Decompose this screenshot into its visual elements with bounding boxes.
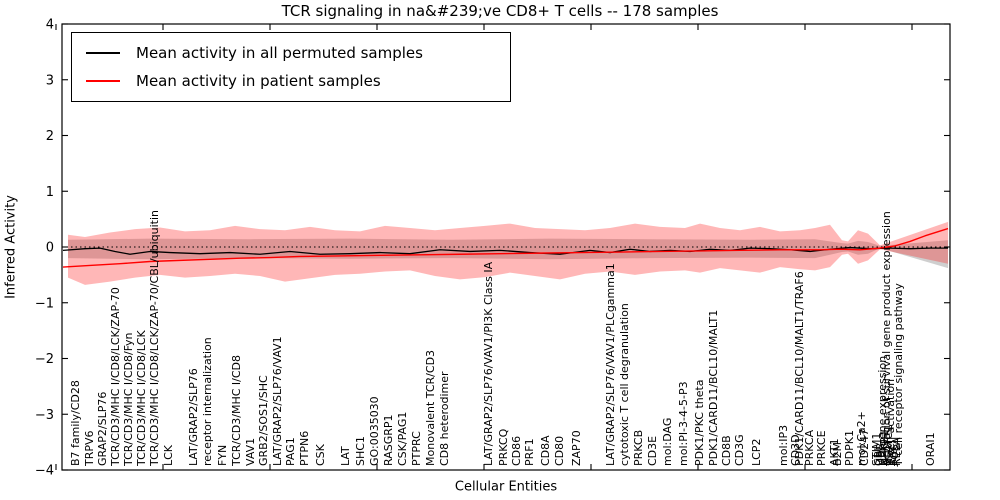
x-tick-label: CD3D xyxy=(789,434,802,466)
x-tick-label: STIM1 xyxy=(870,433,883,466)
x-tick-label: RASGRP1 xyxy=(382,414,395,466)
y-tick-label: −1 xyxy=(35,296,54,311)
y-tick-label: −2 xyxy=(35,352,54,367)
y-tick-label: 3 xyxy=(46,73,54,88)
x-tick-label: LAT/GRAP2/SLP76/VAV1/PLCgamma1 xyxy=(604,263,617,466)
x-tick-label: CD3E xyxy=(646,436,659,466)
x-tick-label: GO:0035030 xyxy=(368,396,381,466)
x-tick-label: mol:Ca2+ xyxy=(855,411,868,466)
y-axis-label: Inferred Activity xyxy=(3,195,19,299)
x-tick-label: T cell receptor signaling pathway xyxy=(892,283,905,467)
legend-line-red xyxy=(86,80,120,82)
x-tick-label: FYN xyxy=(216,445,229,466)
x-tick-label: CD8A xyxy=(539,435,552,466)
x-tick-label: LAT/GRAP2/SLP76/VAV1 xyxy=(271,336,284,466)
x-tick-label: mol:IP3 xyxy=(777,425,790,466)
x-tick-label: VAV1 xyxy=(244,438,257,466)
x-tick-label: CD86 xyxy=(510,436,523,466)
x-tick-label: CBL xyxy=(872,444,885,466)
x-tick-label: Monovalent TCR/CD3 xyxy=(424,350,437,466)
legend-line-black xyxy=(86,52,120,54)
x-tick-label: IL2 gene expression xyxy=(876,356,889,466)
x-tick-label: PRKCB xyxy=(632,430,645,466)
x-tick-label: T cell activation xyxy=(884,379,897,467)
x-tick-label: activation of survival gene product expr… xyxy=(880,211,893,466)
x-tick-label: TCR/CD3/MHC I/CD8/LCK/ZAP-70 xyxy=(109,287,122,467)
x-tick-label: JUN xyxy=(886,446,899,467)
x-tick-label: PTPRC xyxy=(410,431,423,466)
x-tick-label: TCR/CD3/MHC I/CD8/Fyn xyxy=(122,332,135,467)
y-tick-label: −3 xyxy=(35,408,54,423)
y-tick-label: −4 xyxy=(35,464,54,479)
x-tick-label: CD8 heterodimer xyxy=(438,371,451,466)
x-tick-label: FOS xyxy=(888,444,901,466)
x-tick-label: GRAP2/SLP76 xyxy=(96,392,109,466)
x-tick-label: LAT xyxy=(339,446,352,466)
x-tick-label: cytotoxic T cell degranulation xyxy=(618,303,631,466)
x-tick-label: TRPV6 xyxy=(83,430,96,467)
x-tick-label: CD247 xyxy=(858,429,871,466)
axes-frame: −4 −3 −2 −1 0 1 2 3 4 xyxy=(35,18,951,479)
x-tick-label: mol:PI-3-4-5-P3 xyxy=(677,381,690,466)
x-tick-label: LCK xyxy=(162,444,175,466)
legend-label-patient: Mean activity in patient samples xyxy=(136,72,381,90)
series-line xyxy=(62,227,949,268)
data-series-lines xyxy=(62,227,949,268)
y-tick-label: 2 xyxy=(46,129,54,144)
x-tick-label: UBB xyxy=(874,443,887,466)
y-tick-label: 4 xyxy=(46,18,54,33)
x-tick-label: AKT1 xyxy=(828,438,841,466)
x-tick-label: PAG1 xyxy=(284,437,297,466)
x-tick-label: CSK xyxy=(314,443,327,466)
x-tick-label: SHC1 xyxy=(354,436,367,466)
x-tick-label: PRKCQ xyxy=(497,428,510,466)
x-axis-label: Cellular Entities xyxy=(454,479,558,495)
x-tick-label: PRKCE xyxy=(815,430,828,466)
x-tick-label: CSK/PAG1 xyxy=(396,412,409,466)
legend-item-permuted: Mean activity in all permuted samples xyxy=(72,39,510,67)
x-tick-labels: B7 family/CD28 TRPV6 GRAP2/SLP76 TCR/CD3/MH… xyxy=(69,210,937,467)
x-tick-label: LAT/GRAP2/SLP76/VAV1/PI3K Class IA xyxy=(482,261,495,466)
x-tick-label: receptor internalization xyxy=(201,337,214,466)
x-tick-label: PRKCA xyxy=(803,429,816,466)
y-tick-label: 1 xyxy=(46,185,54,200)
x-tick-label: TCR/CD3/MHC I/CD8/LCK xyxy=(135,329,148,467)
x-tick-label: B7 family/CD28 xyxy=(69,380,82,466)
legend-item-patient: Mean activity in patient samples xyxy=(72,67,510,95)
x-tick-label: RELA xyxy=(890,437,903,466)
x-tick-label: CD8B xyxy=(720,435,733,466)
legend-label-permuted: Mean activity in all permuted samples xyxy=(136,44,423,62)
x-tick-label: NFKB1 xyxy=(878,430,891,466)
x-tick-label: PDK1/PKC theta xyxy=(693,379,706,466)
x-tick-label: ORAI1 xyxy=(924,432,937,466)
y-tick-label: 0 xyxy=(46,241,54,256)
x-tick-label: NFATC1 xyxy=(882,425,895,466)
legend: Mean activity in all permuted samples Me… xyxy=(71,32,511,102)
x-tick-label: LCP2 xyxy=(750,439,763,466)
x-tick-label: CD80 xyxy=(553,436,566,466)
x-tick-label: ZAP70 xyxy=(570,430,583,466)
x-tick-label: CD3G xyxy=(733,434,746,466)
x-tick-label: TCR/CD3/MHC I/CD8/LCK/ZAP-70/CBL/ubiquit… xyxy=(148,210,161,467)
x-tick-label: PTPN6 xyxy=(298,431,311,466)
x-tick-label: LAT/GRAP2/SLP76 xyxy=(187,368,200,466)
chart-title: TCR signaling in na&#239;ve CD8+ T cells… xyxy=(281,2,719,20)
x-tick-label: PDK1/CARD11/BCL10/MALT1/TRAF6 xyxy=(793,271,806,466)
x-tick-label: PDK1/CARD11/BCL10/MALT1 xyxy=(707,310,720,466)
x-tick-label: B2M xyxy=(831,442,844,466)
x-tick-label: PDPK1 xyxy=(843,430,856,466)
x-tick-label: mol:DAG xyxy=(661,418,674,466)
x-tick-label: TCR/CD3/MHC I/CD8 xyxy=(230,355,243,467)
x-tick-label: GRB2/SOS1/SHC xyxy=(257,375,270,466)
x-tick-label: PRF1 xyxy=(523,438,536,466)
